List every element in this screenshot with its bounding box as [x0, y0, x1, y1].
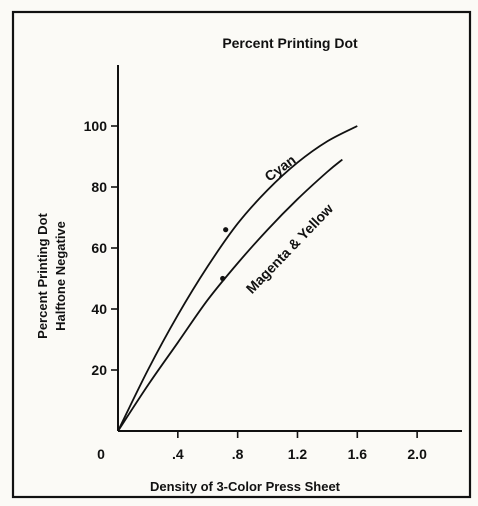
y-tick-label: 100	[84, 118, 108, 134]
y-axis-title: Percent Printing Dot Halftone Negative	[35, 212, 68, 338]
series-label-magenta-yellow: Magenta & Yellow	[243, 200, 337, 296]
x-axis-title: Density of 3-Color Press Sheet	[150, 479, 341, 494]
series-label-cyan: Cyan	[262, 151, 299, 184]
series-line-magenta-yellow	[117, 158, 343, 432]
axis-ticks: 0 .4 .8 1.2 1.6 2.0 20 40 60 80 100	[84, 118, 427, 462]
y-axis-title-line-2: Halftone Negative	[53, 221, 68, 331]
x-tick-label: 2.0	[407, 446, 427, 462]
x-tick-label: 1.6	[348, 446, 368, 462]
data-point-cyan	[223, 227, 229, 233]
chart-title: Percent Printing Dot	[222, 35, 358, 51]
y-tick-label: 40	[91, 301, 107, 317]
figure-border	[11, 10, 472, 499]
y-axis-title-line-1: Percent Printing Dot	[35, 212, 50, 338]
y-tick-label: 80	[91, 179, 107, 195]
series-curves	[117, 125, 358, 432]
y-tick-label: 60	[91, 240, 107, 256]
series-line-cyan	[117, 125, 358, 432]
series-points	[220, 227, 229, 282]
x-tick-label: 0	[97, 446, 105, 462]
x-tick-label: .4	[172, 446, 184, 462]
x-tick-label: 1.2	[288, 446, 308, 462]
data-point-magenta-yellow	[220, 275, 226, 282]
x-tick-label: .8	[232, 446, 244, 462]
y-tick-label: 20	[91, 362, 107, 378]
